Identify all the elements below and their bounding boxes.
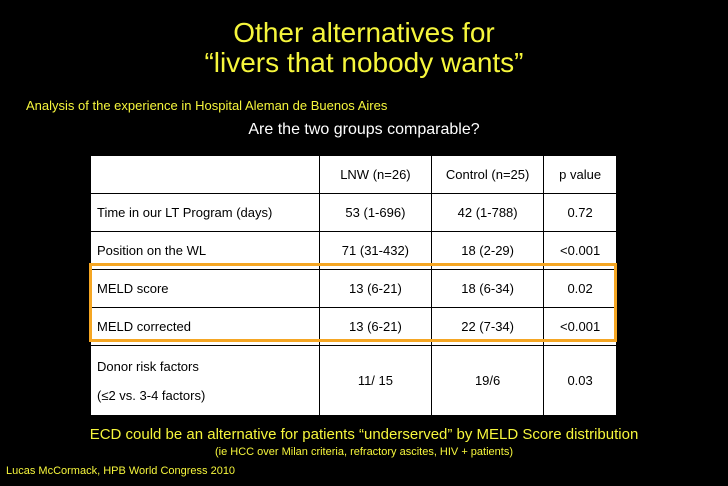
table-row-donor: Donor risk factors (≤2 vs. 3-4 factors) … <box>90 345 617 416</box>
row-p-value: 0.72 <box>543 193 617 232</box>
slide-subtitle: Analysis of the experience in Hospital A… <box>26 98 388 113</box>
row-control-value: 18 (6-34) <box>430 269 545 308</box>
header-cell-lnw: LNW (n=26) <box>318 155 433 194</box>
slide-title: Other alternatives for “livers that nobo… <box>0 18 728 78</box>
slide-title-line2: “livers that nobody wants” <box>204 47 524 78</box>
header-cell-control: Control (n=25) <box>430 155 545 194</box>
slide-question: Are the two groups comparable? <box>248 121 480 138</box>
donor-p-value: 0.03 <box>543 345 617 416</box>
donor-label-line1: Donor risk factors <box>97 358 199 374</box>
header-cell-pvalue: p value <box>543 155 617 194</box>
table-row: Time in our LT Program (days) 53 (1-696)… <box>90 193 617 232</box>
slide-credit: Lucas McCormack, HPB World Congress 2010 <box>6 465 236 477</box>
row-control-value: 42 (1-788) <box>430 193 545 232</box>
donor-control-value: 19/6 <box>430 345 545 416</box>
footer-conclusion: ECD could be an alternative for patients… <box>89 426 639 443</box>
meld-highlight-box <box>89 263 617 342</box>
row-lnw-value: 13 (6-21) <box>318 269 433 308</box>
donor-lnw-value: 11/ 15 <box>318 345 433 416</box>
donor-row-label: Donor risk factors (≤2 vs. 3-4 factors) <box>90 345 320 416</box>
footer-note: (ie HCC over Milan criteria, refractory … <box>214 446 513 458</box>
header-cell-empty <box>90 155 320 194</box>
donor-label-line2: (≤2 vs. 3-4 factors) <box>97 387 206 403</box>
table-header-row: LNW (n=26) Control (n=25) p value <box>90 155 617 194</box>
row-lnw-value: 53 (1-696) <box>318 193 433 232</box>
row-label: Time in our LT Program (days) <box>90 193 320 232</box>
slide-title-line1: Other alternatives for <box>233 17 495 48</box>
